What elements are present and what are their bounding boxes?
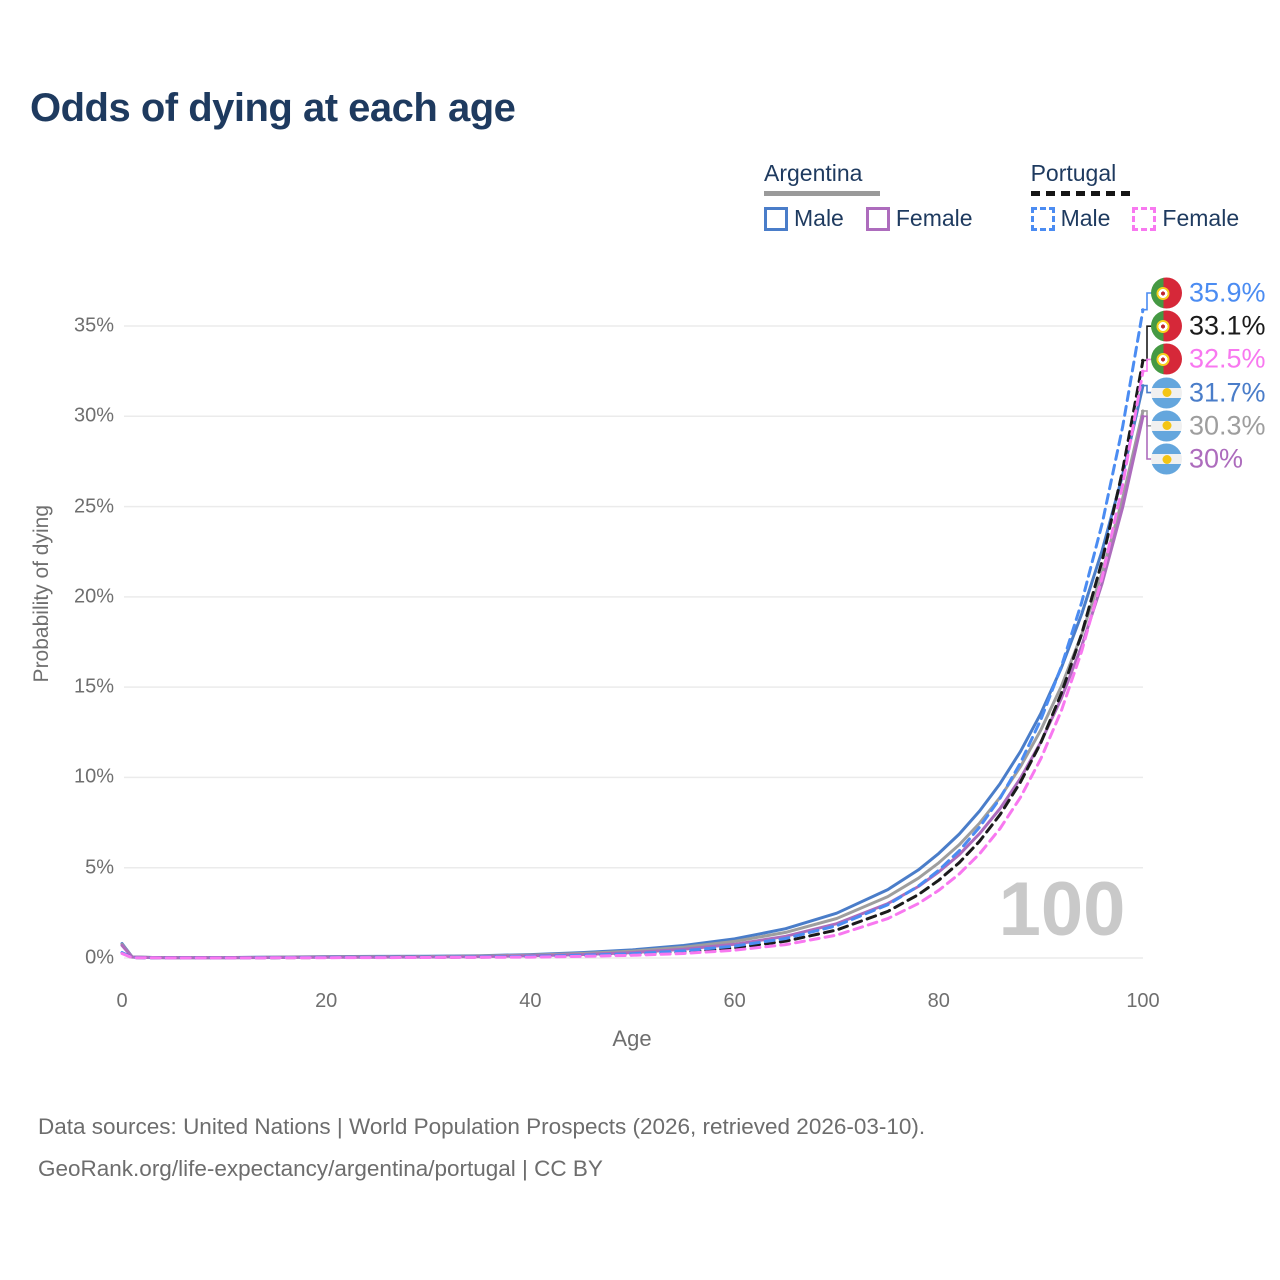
legend-group-portugal: Portugal Male Female [1030, 160, 1262, 232]
chart-title: Odds of dying at each age [30, 86, 516, 130]
end-label-value: 33.1% [1189, 310, 1266, 341]
y-tick-label: 20% [73, 585, 114, 608]
portugal-flag-icon [1151, 277, 1182, 309]
portugal-emblem [1156, 352, 1170, 366]
end-label-connector [1141, 415, 1152, 460]
legend-item-argentina-male[interactable]: Male [764, 205, 844, 232]
y-tick-label: 15% [73, 675, 114, 698]
x-tick-label: 20 [315, 990, 338, 1012]
footer-data-sources: Data sources: United Nations | World Pop… [38, 1114, 926, 1139]
x-tick-label: 40 [519, 990, 542, 1012]
end-label-value: 35.9% [1189, 277, 1266, 308]
y-tick-label: 10% [73, 765, 114, 788]
end-label-connector [1141, 292, 1152, 311]
legend-argentina-items: Male Female [764, 205, 995, 232]
legend-portugal-items: Male Female [1030, 205, 1262, 232]
portugal-flag-icon [1151, 310, 1182, 342]
end-label-value: 30.3% [1189, 410, 1266, 441]
y-tick-label: 30% [73, 404, 114, 427]
argentina-male-swatch [764, 206, 788, 231]
legend-item-argentina-female[interactable]: Female [865, 205, 973, 232]
argentina-flag-icon [1151, 410, 1182, 442]
portugal-female-swatch [1132, 206, 1157, 231]
series-line-portugal-female[interactable] [120, 369, 1145, 960]
legend-group-argentina: Argentina Male Female [764, 160, 995, 232]
end-label-value: 32.5% [1189, 343, 1266, 374]
end-label-connector [1141, 358, 1152, 372]
legend-item-label: Male [794, 205, 844, 231]
argentina-female-swatch [865, 206, 890, 231]
end-label-connector [1141, 325, 1152, 362]
footer-attribution: GeoRank.org/life-expectancy/argentina/po… [38, 1156, 603, 1181]
argentina-flag-icon [1151, 377, 1182, 409]
portugal-emblem [1156, 319, 1170, 333]
x-tick-label: 0 [116, 990, 128, 1012]
legend-item-label: Female [1162, 205, 1240, 231]
series-line-portugal-male[interactable] [120, 308, 1145, 960]
legend-argentina-header[interactable]: Argentina [764, 160, 863, 186]
x-axis-title: Age [612, 1026, 652, 1051]
legend-item-portugal-female[interactable]: Female [1132, 205, 1239, 232]
x-tick-label: 80 [927, 990, 950, 1012]
y-tick-label: 0% [85, 946, 114, 969]
x-tick-label: 60 [723, 990, 746, 1012]
y-tick-label: 25% [73, 495, 114, 518]
argentina-sun [1162, 421, 1171, 431]
portugal-line-style-sample [1030, 191, 1130, 196]
legend-portugal-header[interactable]: Portugal [1030, 160, 1117, 186]
end-label-value: 31.7% [1189, 377, 1266, 408]
argentina-sun [1162, 454, 1171, 464]
legend-item-portugal-male[interactable]: Male [1030, 205, 1111, 232]
series-line-argentina-male[interactable] [120, 384, 1145, 960]
argentina-sun [1162, 388, 1171, 398]
series-line-argentina-both[interactable] [120, 409, 1145, 960]
y-tick-label: 5% [85, 856, 114, 879]
argentina-flag-icon [1151, 443, 1182, 475]
portugal-flag-icon [1151, 343, 1182, 375]
portugal-emblem [1156, 286, 1170, 300]
legend: Argentina Male Female Portugal Male [764, 160, 1261, 232]
x-tick-label: 100 [1126, 990, 1160, 1012]
legend-item-label: Female [895, 205, 973, 231]
argentina-line-style-sample [764, 191, 880, 196]
end-label-value: 30% [1189, 443, 1244, 474]
portugal-male-swatch [1030, 206, 1055, 231]
series-line-portugal-both[interactable] [120, 358, 1145, 960]
end-label-connector [1141, 384, 1152, 394]
y-tick-label: 35% [73, 314, 114, 337]
age-watermark: 100 [998, 867, 1126, 952]
legend-item-label: Male [1060, 205, 1111, 231]
footer: Data sources: United Nations | World Pop… [38, 1106, 925, 1190]
